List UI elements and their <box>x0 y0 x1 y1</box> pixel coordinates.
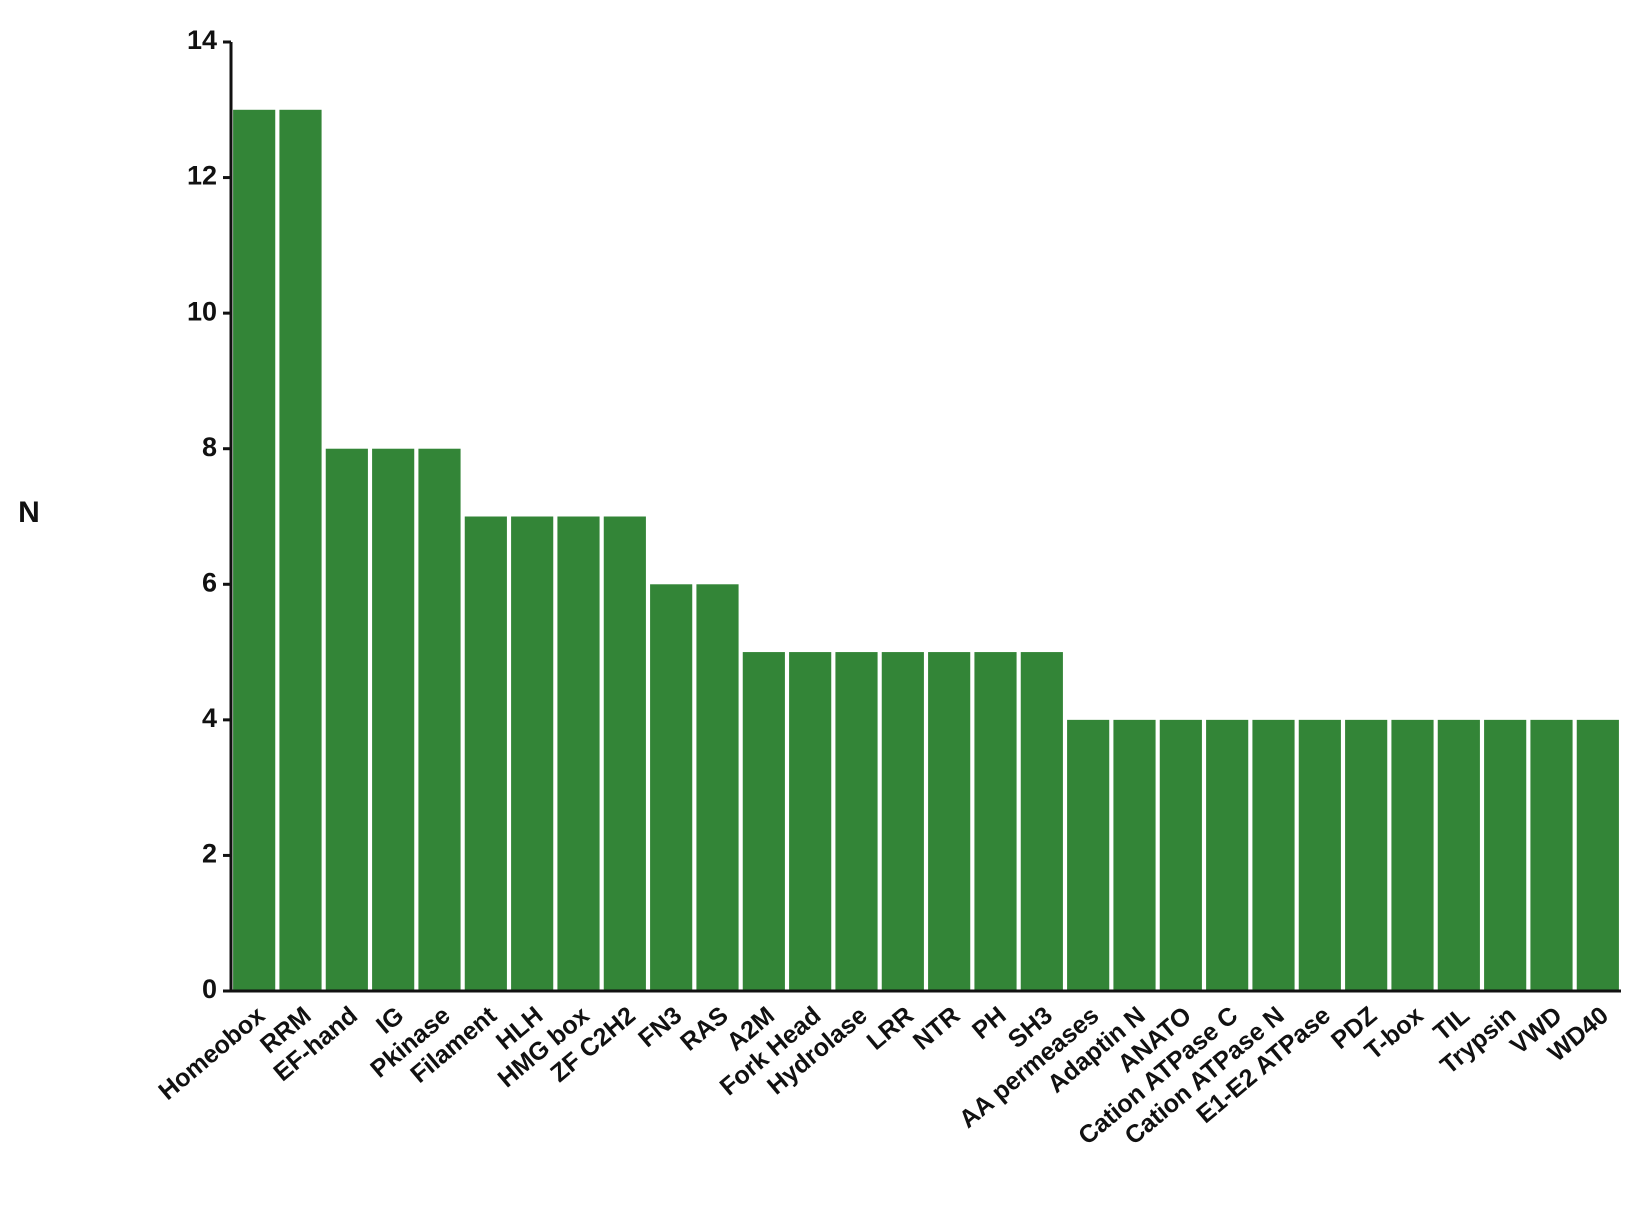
y-tick-label: 10 <box>187 296 217 326</box>
bar <box>1576 719 1619 991</box>
x-tick-label: FN3 <box>633 1001 687 1053</box>
bar <box>1437 719 1480 991</box>
y-tick-label: 8 <box>202 432 217 462</box>
bar <box>928 652 971 991</box>
bar <box>1391 719 1434 991</box>
bar <box>1484 719 1527 991</box>
x-tick-label: LRR <box>862 1001 919 1055</box>
bar <box>511 516 554 991</box>
bar <box>835 652 878 991</box>
bar <box>1206 719 1249 991</box>
x-tick-label: RAS <box>675 1001 733 1056</box>
bar <box>881 652 924 991</box>
bar <box>1113 719 1156 991</box>
bar <box>650 584 693 991</box>
bar <box>1252 719 1295 991</box>
y-tick-label: 14 <box>187 25 217 55</box>
bar <box>742 652 785 991</box>
x-tick-label: Homeobox <box>153 1001 270 1106</box>
bar <box>464 516 507 991</box>
bar <box>325 448 368 991</box>
bar <box>603 516 646 991</box>
y-axis-label: N <box>18 496 40 529</box>
y-tick-label: 12 <box>187 161 217 191</box>
bar <box>233 109 276 992</box>
y-tick-label: 0 <box>202 974 217 1004</box>
bar <box>1159 719 1202 991</box>
bar <box>557 516 600 991</box>
bar <box>418 448 461 991</box>
bar <box>1530 719 1573 991</box>
bar <box>1345 719 1388 991</box>
bar <box>696 584 739 991</box>
x-tick-label: NTR <box>908 1001 965 1055</box>
bar <box>1298 719 1341 991</box>
bar <box>372 448 415 991</box>
y-tick-label: 2 <box>202 839 217 869</box>
y-tick-label: 6 <box>202 567 217 597</box>
x-tick-label: PH <box>967 1001 1012 1045</box>
bar <box>1020 652 1063 991</box>
bar <box>279 109 322 992</box>
y-tick-label: 4 <box>202 703 217 733</box>
bar <box>789 652 832 991</box>
bar <box>974 652 1017 991</box>
bar <box>1067 719 1110 991</box>
